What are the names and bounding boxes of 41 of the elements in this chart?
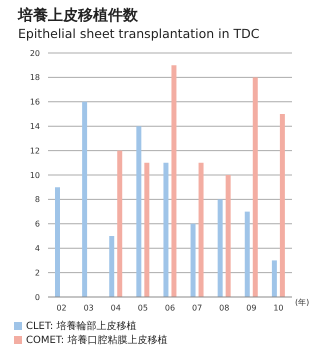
- bar: [280, 114, 285, 297]
- bar: [136, 126, 142, 297]
- y-tick-label: 10: [30, 170, 40, 180]
- bar: [272, 260, 277, 297]
- bar: [226, 175, 231, 297]
- chart-title: 培養上皮移植件数: [18, 6, 138, 25]
- bar: [82, 102, 88, 297]
- x-tick-label: 04: [110, 304, 121, 313]
- legend-label: CLET: 培養輪部上皮移植: [26, 321, 136, 332]
- x-tick-label: 06: [164, 304, 176, 313]
- bar: [198, 162, 204, 297]
- bar: [171, 65, 176, 297]
- y-tick-label: 12: [30, 146, 40, 156]
- y-tick-label: 4: [34, 244, 40, 254]
- bar: [163, 162, 168, 297]
- chart-subtitle: Epithelial sheet transplantation in TDC: [18, 26, 260, 41]
- bar: [144, 162, 150, 297]
- x-tick-label: 10: [273, 304, 284, 313]
- x-tick-label: 08: [219, 304, 230, 313]
- y-tick-label: 16: [30, 98, 40, 107]
- bar: [218, 199, 223, 297]
- legend-label: COMET: 培養口腔粘膜上皮移植: [26, 335, 168, 346]
- bar: [109, 236, 114, 297]
- y-tick-label: 14: [30, 122, 40, 132]
- x-tick-label: 07: [192, 304, 202, 313]
- y-tick-label: 6: [34, 220, 40, 229]
- y-tick-label: 8: [34, 195, 40, 204]
- x-tick-label: 03: [84, 304, 94, 313]
- y-tick-label: 20: [30, 48, 40, 58]
- bar: [190, 224, 196, 297]
- x-tick-label: 09: [246, 304, 256, 313]
- y-tick-label: 2: [34, 268, 40, 278]
- bar: [117, 150, 122, 297]
- x-tick-label: 05: [138, 304, 148, 313]
- y-tick-label: 0: [34, 292, 40, 302]
- bar: [252, 77, 258, 297]
- x-tick-label: 02: [56, 304, 67, 313]
- y-tick-label: 18: [30, 73, 40, 82]
- x-axis-title: (年): [295, 297, 310, 308]
- bar: [244, 212, 250, 297]
- bar: [55, 187, 60, 297]
